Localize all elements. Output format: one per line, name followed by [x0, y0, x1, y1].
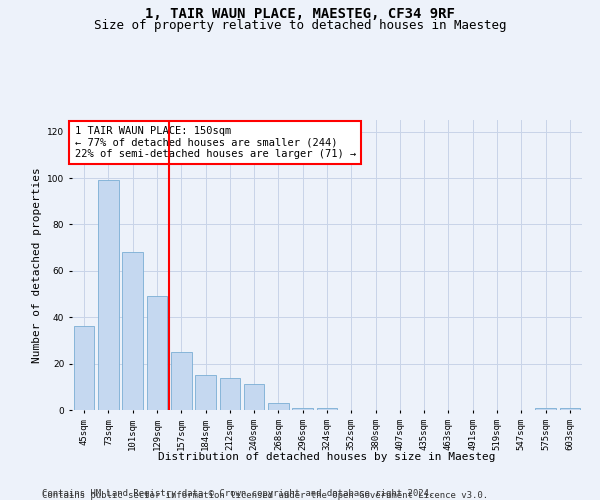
Bar — [74, 326, 94, 410]
Bar — [560, 408, 580, 410]
Bar — [317, 408, 337, 410]
Bar — [220, 378, 240, 410]
Bar — [195, 375, 216, 410]
Bar — [146, 296, 167, 410]
Text: Distribution of detached houses by size in Maesteg: Distribution of detached houses by size … — [158, 452, 496, 462]
Y-axis label: Number of detached properties: Number of detached properties — [32, 167, 41, 363]
Bar — [292, 408, 313, 410]
Bar — [268, 403, 289, 410]
Bar — [122, 252, 143, 410]
Text: 1 TAIR WAUN PLACE: 150sqm
← 77% of detached houses are smaller (244)
22% of semi: 1 TAIR WAUN PLACE: 150sqm ← 77% of detac… — [74, 126, 356, 159]
Text: Size of property relative to detached houses in Maesteg: Size of property relative to detached ho… — [94, 18, 506, 32]
Text: Contains HM Land Registry data © Crown copyright and database right 2024.: Contains HM Land Registry data © Crown c… — [42, 488, 434, 498]
Text: 1, TAIR WAUN PLACE, MAESTEG, CF34 9RF: 1, TAIR WAUN PLACE, MAESTEG, CF34 9RF — [145, 8, 455, 22]
Bar — [244, 384, 265, 410]
Text: Contains public sector information licensed under the Open Government Licence v3: Contains public sector information licen… — [42, 491, 488, 500]
Bar — [98, 180, 119, 410]
Bar — [535, 408, 556, 410]
Bar — [171, 352, 191, 410]
